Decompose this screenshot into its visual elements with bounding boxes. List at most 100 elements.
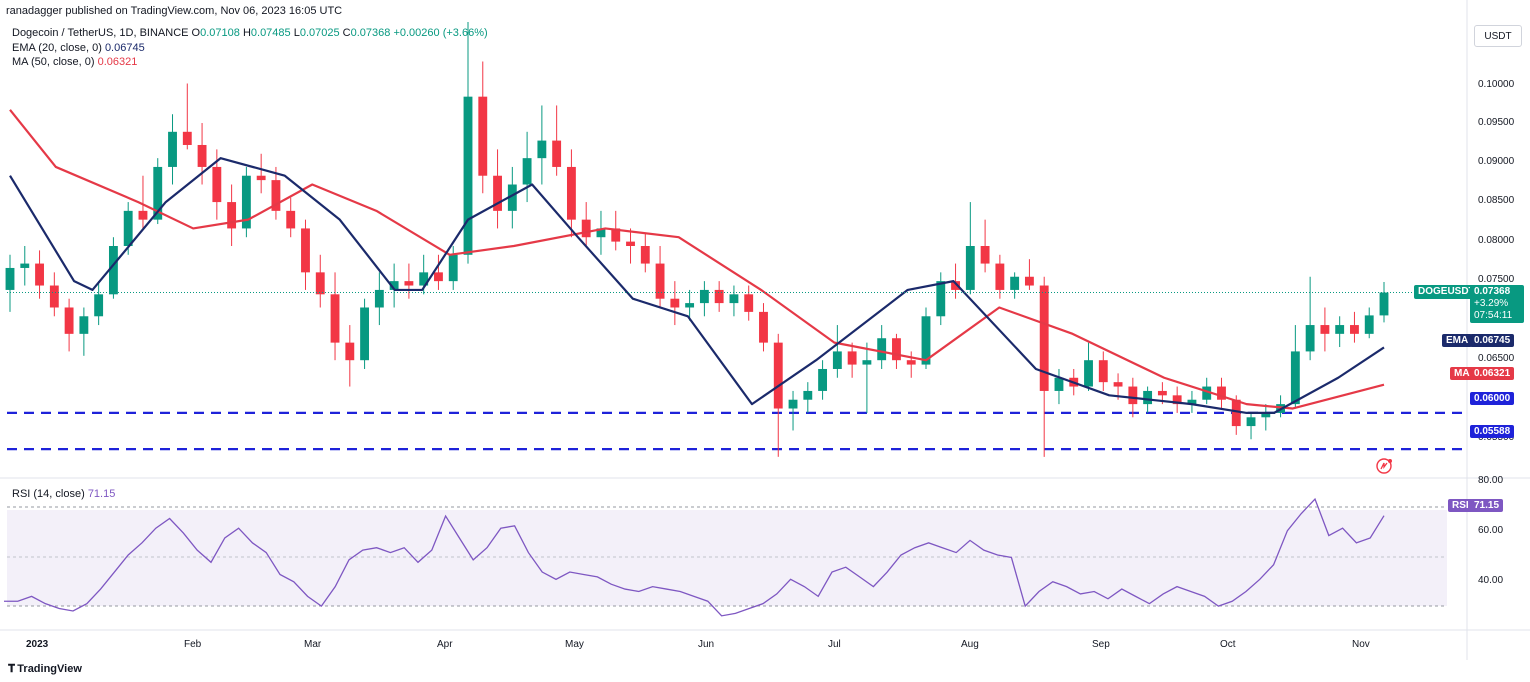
candle	[493, 149, 502, 229]
price-tick: 0.07500	[1478, 274, 1515, 285]
candle	[640, 232, 650, 273]
candle	[286, 197, 296, 238]
candle	[463, 22, 473, 264]
price-tick: 0.10000	[1478, 79, 1515, 90]
legend-close: 0.07368	[350, 27, 391, 39]
ema-tag: EMA	[1442, 334, 1473, 347]
candle	[655, 246, 665, 308]
candle	[1305, 276, 1315, 361]
symbol-price-tag: DOGEUSDT	[1414, 285, 1479, 299]
time-tick: Nov	[1352, 639, 1370, 650]
legend-ohlc: Dogecoin / TetherUS, 1D, BINANCE O0.0710…	[12, 27, 488, 39]
candle	[1054, 368, 1064, 405]
candle	[818, 360, 828, 400]
candle	[995, 254, 1005, 299]
time-tick: Feb	[184, 639, 202, 650]
candle	[803, 382, 813, 413]
legend-c-label: C	[342, 27, 351, 39]
candle	[1039, 276, 1049, 457]
rsi-tick: 80.00	[1478, 475, 1504, 486]
symbol-price-box: 0.07368 +3.29% 07:54:11	[1470, 285, 1524, 323]
candle	[729, 285, 739, 317]
candle	[478, 61, 488, 194]
time-tick: Aug	[961, 639, 979, 650]
time-tick: Mar	[304, 639, 322, 650]
candle	[773, 333, 783, 457]
legend-open: 0.07108	[200, 27, 240, 39]
legend-symbol: Dogecoin / TetherUS, 1D, BINANCE	[12, 27, 189, 39]
bar-countdown: 07:54:11	[1474, 310, 1513, 321]
rsi-tick: 40.00	[1478, 575, 1504, 586]
candle	[685, 289, 695, 321]
price-tick: 0.09000	[1478, 156, 1515, 167]
candle	[1350, 311, 1359, 343]
legend-ma: MA (50, close, 0) 0.06321	[12, 56, 137, 68]
ema-20-line	[9, 157, 1385, 415]
candle	[5, 254, 15, 312]
candle	[49, 272, 59, 317]
legend-low: 0.07025	[299, 27, 340, 39]
legend-ema-value: 0.06745	[104, 42, 145, 54]
candle	[596, 210, 606, 255]
candle	[699, 281, 709, 317]
support-lines	[7, 411, 1467, 451]
price-tick: 0.09500	[1478, 117, 1515, 128]
ema-price-tag: 0.06745	[1470, 334, 1515, 347]
support-tag-1: 0.06000	[1470, 392, 1515, 405]
candle	[788, 390, 798, 431]
candle	[1187, 390, 1197, 413]
candle	[241, 166, 251, 238]
candle	[1172, 386, 1182, 413]
candle	[404, 263, 414, 299]
currency-unit[interactable]: USDT	[1474, 25, 1522, 47]
candle	[35, 250, 44, 299]
candle	[448, 246, 458, 290]
candle	[537, 105, 547, 185]
candle	[1335, 316, 1345, 348]
price-tick: 0.08000	[1478, 235, 1515, 246]
candle	[1290, 325, 1300, 409]
legend-change: +0.00260 (+3.66%)	[393, 27, 488, 39]
time-tick: Oct	[1220, 639, 1236, 650]
candle	[1084, 342, 1093, 391]
rsi-tick: 60.00	[1478, 525, 1504, 536]
candle	[552, 105, 562, 176]
candle	[847, 342, 857, 378]
moving-averages	[9, 109, 1385, 415]
support-tag-2: 0.05588	[1470, 425, 1515, 438]
candle	[1364, 307, 1374, 339]
legend-rsi: RSI (14, close) 71.15	[12, 488, 115, 500]
time-tick: 2023	[26, 639, 49, 650]
tradingview-logo[interactable]: 𝐓 TradingView	[8, 663, 82, 676]
candle	[138, 175, 148, 229]
candle	[566, 149, 576, 238]
candle	[862, 342, 872, 413]
price-tick: 0.08500	[1478, 195, 1515, 206]
rsi-line	[4, 497, 1385, 617]
candle	[892, 333, 901, 369]
alert-icon[interactable]	[1376, 458, 1392, 474]
candle	[64, 298, 74, 352]
candle	[94, 281, 104, 326]
legend-l-label: L	[293, 27, 300, 39]
legend-rsi-value: 71.15	[87, 488, 116, 500]
ma-tag: MA	[1450, 367, 1474, 380]
footer-brand: TradingView	[17, 663, 82, 675]
legend-h-label: H	[242, 27, 251, 39]
candle	[921, 307, 931, 369]
candle	[1320, 307, 1330, 352]
candle	[301, 219, 310, 290]
candle	[330, 272, 340, 361]
legend-ema: EMA (20, close, 0) 0.06745	[12, 42, 145, 54]
candle	[626, 228, 635, 264]
rsi-price-tag: 71.15	[1470, 499, 1504, 512]
rsi-band	[7, 510, 1447, 606]
candle	[507, 166, 517, 229]
candle	[1217, 377, 1226, 409]
time-tick: Jul	[828, 639, 841, 650]
candle	[256, 153, 266, 194]
candle	[980, 219, 990, 273]
tv-logo-icon: 𝐓	[8, 663, 18, 675]
symbol-tag-label: DOGEUSDT	[1418, 286, 1475, 297]
